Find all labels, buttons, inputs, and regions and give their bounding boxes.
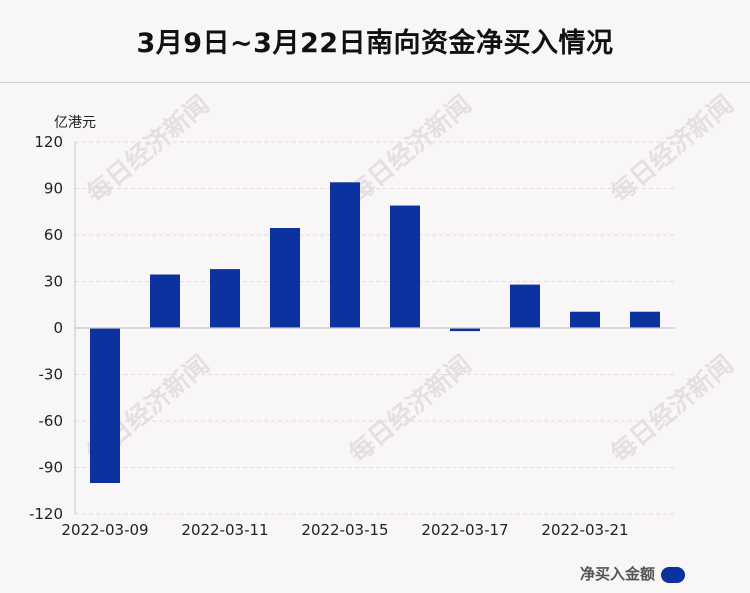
- y-unit-label: 亿港元: [54, 115, 96, 131]
- axes: [74, 142, 675, 514]
- bar-2022-03-21: [570, 311, 600, 328]
- bar-2022-03-10: [150, 274, 180, 328]
- bar-2022-03-09: [90, 328, 120, 483]
- chart-title: 3月9日~3月22日南向资金净买入情况: [136, 27, 614, 59]
- bar-2022-03-15: [330, 182, 360, 328]
- bar-2022-03-11: [210, 269, 240, 328]
- y-tick-label: 30: [44, 273, 63, 291]
- x-tick-label: 2022-03-21: [541, 521, 628, 539]
- y-tick-label: 60: [44, 226, 63, 244]
- y-tick-label: 120: [34, 133, 63, 151]
- legend: 净买入金额: [580, 565, 685, 583]
- bar-2022-03-18: [510, 284, 540, 328]
- bar-2022-03-17: [450, 328, 480, 332]
- y-tick-label: 0: [53, 319, 63, 337]
- bars: [90, 182, 660, 483]
- bar-2022-03-16: [390, 205, 420, 328]
- bar-2022-03-22: [630, 311, 660, 328]
- y-tick-label: -120: [29, 505, 63, 523]
- y-tick-label: -90: [39, 459, 64, 477]
- x-tick-label: 2022-03-17: [421, 521, 508, 539]
- header: 3月9日~3月22日南向资金净买入情况: [0, 0, 750, 83]
- y-tick-label: -60: [39, 412, 64, 430]
- y-tick-label: -30: [39, 366, 64, 384]
- legend-swatch: [661, 567, 685, 583]
- x-tick-label: 2022-03-09: [61, 521, 148, 539]
- chart-area: 每日经济新闻 每日经济新闻 每日经济新闻 每日经济新闻 每日经济新闻 每日经济新…: [0, 82, 750, 593]
- bar-2022-03-14: [270, 228, 300, 328]
- x-tick-label: 2022-03-15: [301, 521, 388, 539]
- legend-label: 净买入金额: [580, 565, 655, 583]
- y-tick-label: 90: [44, 180, 63, 198]
- x-tick-label: 2022-03-11: [181, 521, 268, 539]
